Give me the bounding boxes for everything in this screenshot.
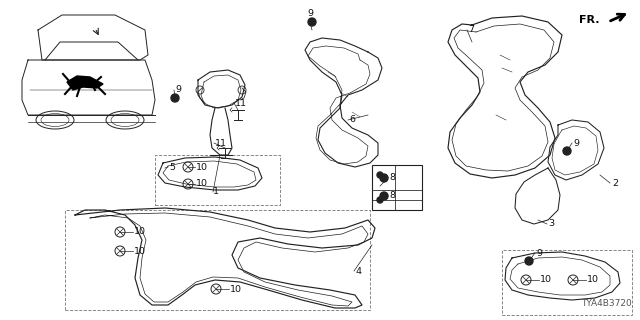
Text: 1: 1 [213,188,219,196]
Text: 11: 11 [235,99,247,108]
Circle shape [171,94,179,102]
Circle shape [377,172,383,178]
Bar [372,165,422,210]
Text: 6: 6 [349,116,355,124]
Text: FR.: FR. [579,15,600,25]
Text: 9: 9 [573,139,579,148]
Text: 9: 9 [175,85,181,94]
Text: 10: 10 [196,163,208,172]
Bar [65,210,370,310]
Text: 10: 10 [230,284,242,293]
Text: 11: 11 [215,139,227,148]
Text: 7: 7 [468,26,474,35]
Text: 9: 9 [307,10,313,19]
Text: 8: 8 [389,191,395,201]
Text: 10: 10 [134,228,146,236]
Text: 2: 2 [612,179,618,188]
Polygon shape [67,76,103,90]
Circle shape [563,147,571,155]
Bar [155,155,280,205]
Text: 5: 5 [169,163,175,172]
Circle shape [308,18,316,26]
Text: 9: 9 [536,249,542,258]
Circle shape [380,174,388,182]
Text: 4: 4 [355,267,361,276]
Circle shape [525,257,533,265]
Text: 3: 3 [548,220,554,228]
Bar [502,250,632,315]
Text: 10: 10 [540,276,552,284]
Text: TYA4B3720: TYA4B3720 [581,299,632,308]
Text: 10: 10 [587,276,599,284]
Circle shape [377,197,383,203]
Text: 8: 8 [389,173,395,182]
Text: 10: 10 [196,180,208,188]
Circle shape [380,192,388,200]
Text: 10: 10 [134,246,146,255]
